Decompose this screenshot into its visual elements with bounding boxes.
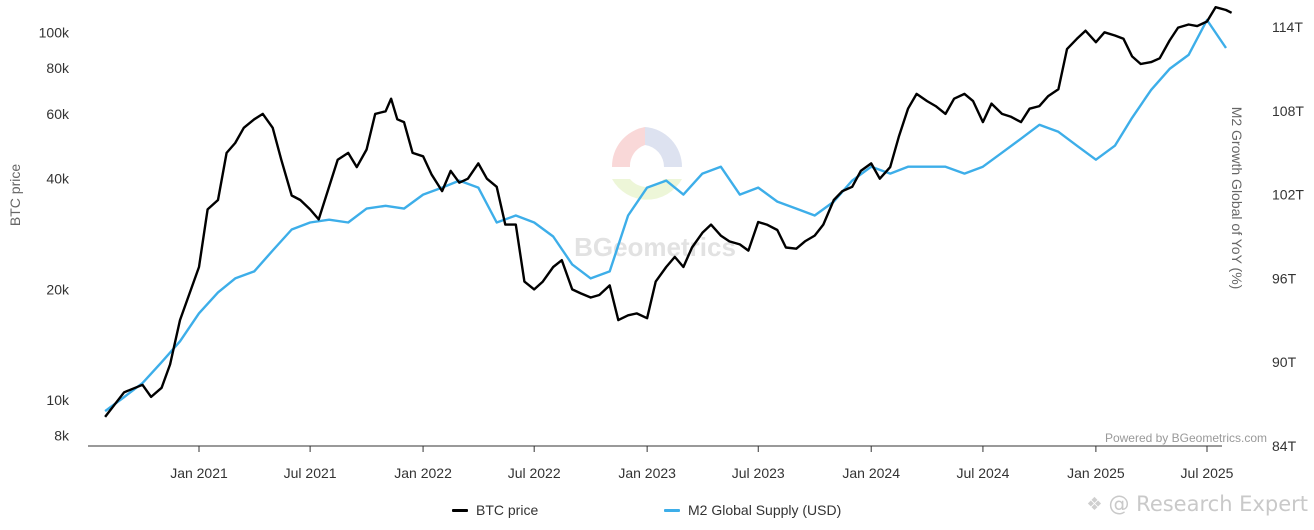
- left-tick-label: 20k: [46, 281, 70, 297]
- watermark-logo-red: [611, 127, 645, 167]
- legend-item-m2[interactable]: M2 Global Supply (USD): [664, 502, 841, 518]
- chart-canvas: BGeometrics Jan 2021 Jul 2021 Jan 2022 Jul …: [7, 6, 1304, 481]
- right-y-axis: 84T 90T 96T 102T 108T 114T: [1272, 19, 1304, 454]
- corner-watermark: ❖ @ Research Expert: [1086, 492, 1308, 516]
- corner-watermark-text: @ Research Expert: [1108, 492, 1309, 516]
- left-tick-label: 40k: [46, 171, 70, 187]
- left-y-axis: 8k 10k 20k 40k 60k 80k 100k: [39, 24, 70, 443]
- left-tick-label: 60k: [46, 106, 70, 122]
- btc-price-line: [104, 6, 1233, 418]
- x-axis: Jan 2021 Jul 2021 Jan 2022 Jul 2022 Jan 2023…: [88, 445, 1234, 481]
- x-tick-label: Jul 2025: [1181, 465, 1234, 481]
- x-tick-label: Jul 2021: [284, 465, 337, 481]
- right-tick-label: 114T: [1272, 19, 1303, 35]
- left-tick-label: 100k: [39, 24, 70, 40]
- x-tick-label: Jan 2022: [394, 465, 452, 481]
- right-tick-label: 96T: [1272, 270, 1297, 286]
- legend: BTC price M2 Global Supply (USD): [0, 500, 1314, 530]
- m2-swatch: [664, 508, 680, 512]
- credit-text: Powered by BGeometrics.com: [1105, 431, 1267, 445]
- left-axis-title: BTC price: [7, 164, 23, 226]
- right-tick-label: 84T: [1272, 438, 1297, 454]
- right-tick-label: 90T: [1272, 354, 1297, 370]
- x-tick-label: Jul 2024: [956, 465, 1009, 481]
- right-tick-label: 102T: [1272, 187, 1304, 203]
- left-tick-label: 8k: [54, 428, 70, 444]
- watermark-text: BGeometrics: [574, 232, 736, 262]
- legend-label-btc: BTC price: [476, 502, 539, 518]
- left-tick-label: 80k: [46, 60, 70, 76]
- legend-label-m2: M2 Global Supply (USD): [688, 502, 842, 518]
- right-axis-title: M2 Growth Global of YoY (%): [1229, 107, 1245, 290]
- right-tick-label: 108T: [1272, 103, 1304, 119]
- x-tick-label: Jan 2023: [618, 465, 676, 481]
- btc-swatch: [452, 508, 468, 512]
- diamond-icon: ❖: [1086, 493, 1103, 515]
- x-tick-label: Jan 2025: [1067, 465, 1125, 481]
- legend-item-btc[interactable]: BTC price: [452, 502, 538, 518]
- x-tick-label: Jan 2024: [842, 465, 900, 481]
- x-tick-label: Jul 2023: [732, 465, 785, 481]
- series-layer: [104, 6, 1233, 418]
- m2-supply-line: [104, 18, 1227, 413]
- x-tick-label: Jan 2021: [170, 465, 228, 481]
- x-tick-label: Jul 2022: [508, 465, 561, 481]
- bgeometrics-watermark: BGeometrics: [574, 127, 736, 262]
- left-tick-label: 10k: [46, 392, 70, 408]
- watermark-logo-blue: [645, 127, 683, 167]
